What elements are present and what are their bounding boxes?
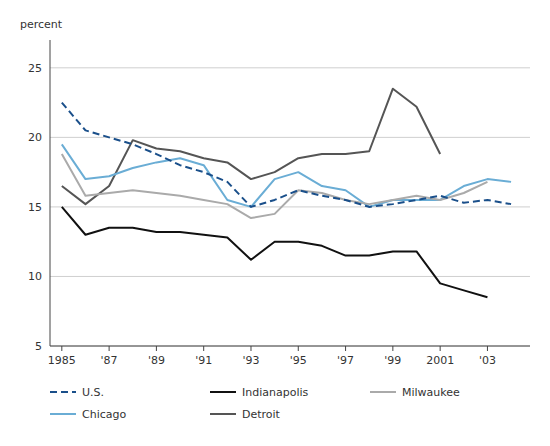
- x-tick: [156, 346, 157, 351]
- x-tick-label: 2001: [426, 354, 454, 367]
- series-line: [62, 89, 440, 204]
- legend-label: Chicago: [82, 408, 126, 421]
- x-tick: [203, 346, 204, 351]
- x-tick: [487, 346, 488, 351]
- x-tick: [440, 346, 441, 351]
- grid-line: [50, 346, 530, 347]
- chart: 5 10 15 20 25 1985 '87 '89 '91 '93 '95 '97 '99 2001 '0…: [0, 0, 550, 446]
- x-tick-label: '91: [195, 354, 212, 367]
- legend-label: Indianapolis: [242, 386, 309, 399]
- legend-label: Milwaukee: [402, 386, 460, 399]
- x-tick: [109, 346, 110, 351]
- x-tick-label: '89: [148, 354, 165, 367]
- x-tick: [298, 346, 299, 351]
- y-tick-label: 20: [28, 131, 42, 144]
- legend-swatch: [210, 413, 236, 415]
- series-line: [62, 207, 488, 297]
- x-tick-label: 1985: [48, 354, 76, 367]
- series-line: [62, 154, 488, 218]
- grid-line: [50, 137, 530, 138]
- x-tick: [61, 346, 62, 351]
- y-tick-label: 10: [28, 270, 42, 283]
- x-tick-label: '97: [337, 354, 354, 367]
- grid-line: [50, 276, 530, 277]
- legend-swatch: [50, 413, 76, 415]
- x-tick-label: '99: [384, 354, 401, 367]
- x-tick-label: '03: [479, 354, 496, 367]
- y-tick-label: 5: [35, 340, 42, 353]
- legend-swatch: [370, 391, 396, 393]
- legend-label: Detroit: [242, 408, 281, 421]
- y-axis-line: [50, 40, 51, 346]
- x-tick-label: '93: [242, 354, 259, 367]
- x-axis-line: [50, 346, 530, 347]
- legend-swatch: [210, 391, 236, 393]
- grid-line: [50, 67, 530, 68]
- grid-line: [50, 206, 530, 207]
- x-tick: [250, 346, 251, 351]
- legend-swatch: [50, 391, 76, 393]
- grid: [50, 68, 530, 346]
- y-tick-label: 15: [28, 201, 42, 214]
- x-tick: [392, 346, 393, 351]
- series-line: [62, 103, 511, 207]
- y-axis-label: percent: [20, 18, 63, 31]
- x-tick-label: '95: [290, 354, 307, 367]
- x-tick-label: '87: [101, 354, 118, 367]
- x-tick: [345, 346, 346, 351]
- lines: [62, 89, 511, 298]
- y-tick-label: 25: [28, 62, 42, 75]
- legend-label: U.S.: [82, 386, 104, 399]
- legend: U.S. Indianapolis Milwaukee Chicago Detroit: [50, 386, 460, 421]
